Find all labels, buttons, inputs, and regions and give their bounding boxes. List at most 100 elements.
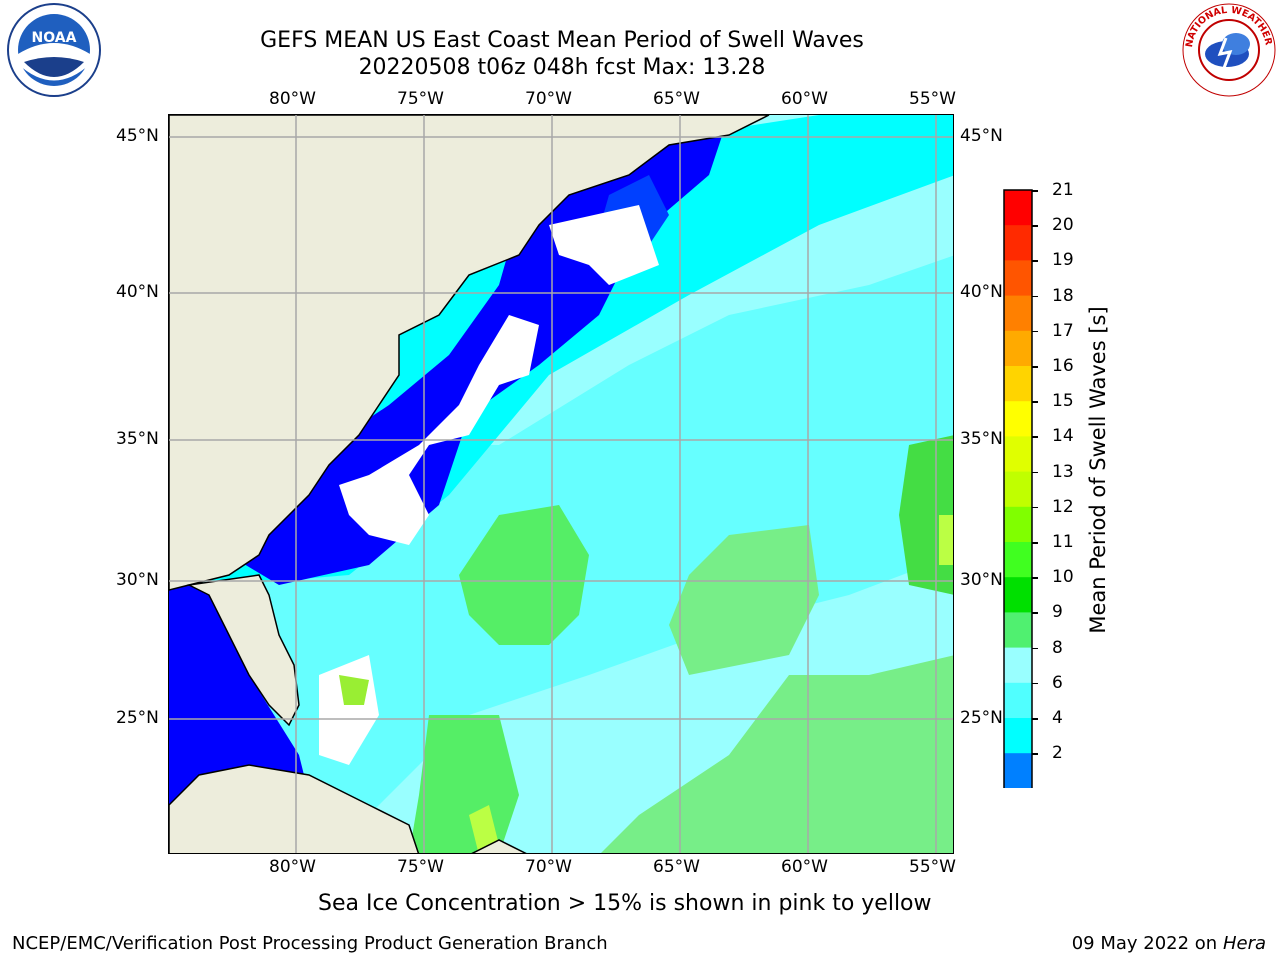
colorbar-tick-mark [1032,471,1038,474]
credit-text: NCEP/EMC/Verification Post Processing Pr… [12,933,608,954]
land-hispaniola [471,839,527,853]
period-zone-9-east [669,525,819,675]
colorbar-tick-mark [1032,647,1038,650]
colorbar-segment [1004,753,1032,788]
lat-label-left: 25°N [116,708,159,728]
nws-logo: NATIONAL WEATHER SERVICE [1180,2,1276,97]
lon-label-bottom: 80°W [269,857,316,877]
lon-label-bottom: 60°W [781,857,828,877]
colorbar-tick-mark [1032,682,1038,685]
period-zone-13-max [939,515,953,565]
machine-name: Hera [1222,933,1266,954]
period-zone-10-central [459,505,589,645]
chart-title: GEFS MEAN US East Coast Mean Period of S… [260,28,864,53]
colorbar-tick-label: 18 [1052,285,1074,306]
colorbar-tick-label: 9 [1052,602,1063,623]
lon-label-top: 55°W [909,89,956,109]
sea-ice-note: Sea Ice Concentration > 15% is shown in … [318,891,932,916]
colorbar-segment [1004,330,1032,367]
colorbar [1003,189,1033,788]
period-zone-9-southeast [601,655,953,853]
lon-label-bottom: 70°W [525,857,572,877]
lat-label-right: 25°N [960,708,1003,728]
colorbar-tick-label: 14 [1052,426,1074,447]
colorbar-tick-label: 2 [1052,743,1063,764]
colorbar-tick-mark [1032,436,1038,438]
period-zone-2-gulf [169,575,309,815]
lon-label-bottom: 65°W [653,857,700,877]
land-north-america [169,115,770,591]
colorbar-tick-mark [1032,612,1038,614]
svg-text:NOAA: NOAA [32,30,77,46]
date-text: 09 May 2022 on [1071,933,1218,954]
colorbar-tick-mark [1032,330,1038,333]
lon-label-top: 70°W [525,89,572,109]
colorbar-tick-mark [1032,260,1038,262]
colorbar-tick-label: 17 [1052,320,1074,341]
noaa-logo: NOAA [7,3,101,97]
lat-label-right: 40°N [960,282,1003,302]
colorbar-segment [1004,471,1032,508]
colorbar-tick-mark [1032,190,1038,192]
colorbar-tick-label: 8 [1052,637,1063,658]
colorbar-tick-label: 6 [1052,672,1063,693]
period-zone-12-south [469,805,499,853]
lon-label-bottom: 55°W [909,857,956,877]
lat-label-right: 35°N [960,429,1003,449]
date-stamp: 09 May 2022 on Hera [1072,933,1266,954]
lat-label-left: 45°N [116,126,159,146]
colorbar-segment [1004,260,1032,297]
colorbar-tick-mark [1032,295,1038,298]
colorbar-segment [1004,506,1032,543]
colorbar-tick-mark [1032,366,1038,368]
lat-label-left: 30°N [116,570,159,590]
colorbar-segment [1004,718,1032,754]
lat-label-right: 45°N [960,126,1003,146]
colorbar-tick-label: 12 [1052,496,1074,517]
colorbar-segment [1004,542,1032,578]
colorbar-tick-mark [1032,225,1038,227]
colorbar-tick-mark [1032,542,1038,544]
colorbar-tick-label: 4 [1052,708,1063,728]
colorbar-tick-label: 19 [1052,250,1074,271]
colorbar-segment [1004,577,1032,613]
lon-label-top: 80°W [269,89,316,109]
colorbar-segment [1004,436,1032,473]
colorbar-tick-label: 20 [1052,215,1074,236]
lat-label-left: 35°N [116,429,159,449]
colorbar-label: Mean Period of Swell Waves [s] [1086,306,1110,634]
colorbar-outline [1003,189,1033,788]
colorbar-tick-mark [1032,401,1038,403]
swell-period-map [169,115,953,853]
colorbar-tick-mark [1032,718,1038,720]
colorbar-tick-mark [1032,506,1038,509]
colorbar-segment [1004,225,1032,261]
colorbar-tick-label: 10 [1052,567,1074,588]
period-zone-12-west [339,675,369,705]
graticule [169,115,953,853]
land-cuba [169,764,420,853]
colorbar-tick-mark [1032,577,1038,579]
colorbar-segment [1004,647,1032,684]
colorbar-segment [1004,190,1032,226]
colorbar-tick-label: 16 [1052,356,1074,376]
colorbar-tick-mark [1032,753,1038,755]
colorbar-segment [1004,366,1032,402]
colorbar-tick-label: 13 [1052,461,1074,482]
colorbar-segment [1004,612,1032,649]
map-panel [168,114,954,854]
lat-label-left: 40°N [116,282,159,302]
lat-label-right: 30°N [960,570,1003,590]
no-data-area-1 [549,205,659,285]
no-data-area-2 [339,315,539,545]
colorbar-segment [1004,682,1032,719]
colorbar-tick-label: 11 [1052,532,1074,552]
lon-label-top: 65°W [653,89,700,109]
colorbar-segment [1004,295,1032,332]
colorbar-segment [1004,401,1032,437]
colorbar-tick-label: 15 [1052,391,1074,412]
land-florida [186,574,300,727]
lon-label-bottom: 75°W [397,857,444,877]
colorbar-tick-label: 21 [1052,180,1074,200]
lon-label-top: 60°W [781,89,828,109]
